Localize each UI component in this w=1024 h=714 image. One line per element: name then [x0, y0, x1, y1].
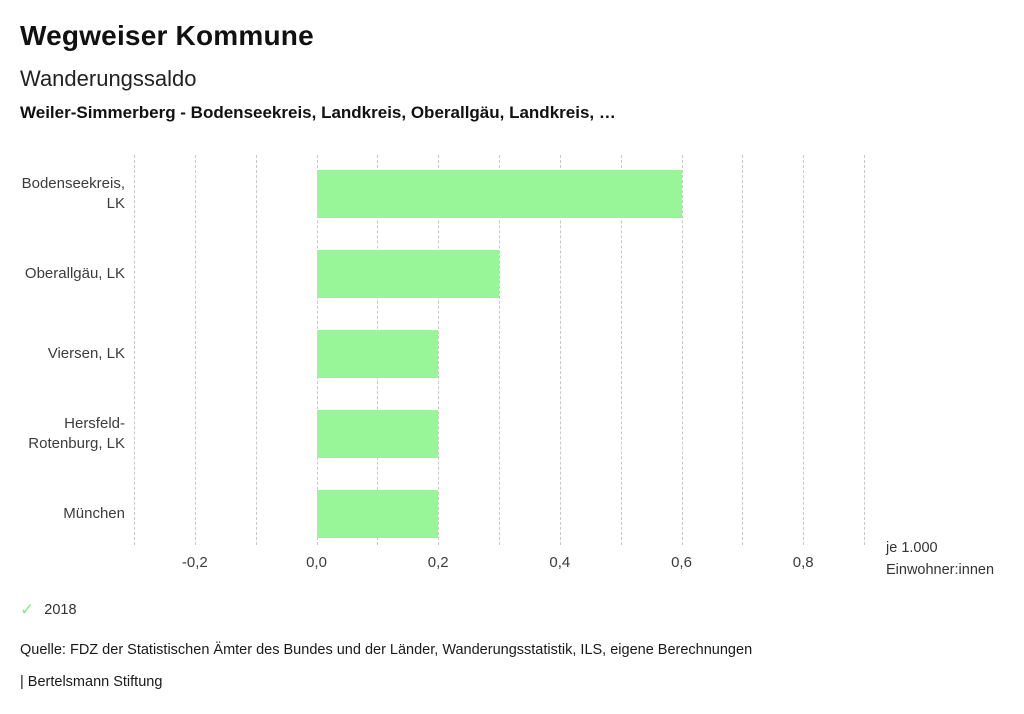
- x-axis-unit-label: je 1.000 Einwohner:innen: [886, 538, 994, 581]
- category-label-line: LK: [106, 195, 125, 212]
- chart-title: Wanderungssaldo: [20, 66, 197, 91]
- category-label: München: [0, 490, 125, 538]
- gridline: [255, 155, 257, 545]
- x-axis-unit-line-1: je 1.000: [886, 540, 938, 556]
- gridline: [499, 155, 500, 545]
- gridline: [438, 155, 440, 545]
- source-note: Quelle: FDZ der Statistischen Ämter des …: [20, 642, 753, 658]
- category-label: Hersfeld- Rotenburg, LK: [0, 410, 125, 458]
- gridline: [134, 155, 135, 545]
- bar-Bodenseekreis, LK[interactable]: [316, 170, 682, 218]
- x-tick-label: 0,0: [306, 554, 327, 571]
- x-tick-label: -0,2: [181, 554, 208, 571]
- category-label-line: München: [63, 505, 125, 522]
- x-tick-label: 0,8: [792, 554, 814, 571]
- bar-chart: Bodenseekreis, LK Oberallgäu, LK Viersen, L…: [0, 155, 1024, 571]
- category-label-line: Hersfeld-: [64, 415, 125, 432]
- gridline: [559, 155, 561, 545]
- category-label-line: Rotenburg, LK: [28, 435, 125, 452]
- attribution: | Bertelsmann Stiftung: [20, 674, 163, 690]
- category-label: Bodenseekreis, LK: [0, 170, 125, 218]
- gridline: [864, 155, 865, 545]
- check-icon: ✓: [20, 600, 35, 619]
- category-label-line: Oberallgäu, LK: [24, 265, 125, 282]
- chart-subtitle: Weiler-Simmerberg - Bodenseekreis, Landk…: [20, 103, 616, 122]
- bar-Hersfeld-Rotenburg, LK[interactable]: [316, 410, 439, 458]
- gridline: [681, 155, 683, 545]
- legend-year-toggle[interactable]: ✓ 2018: [20, 601, 77, 618]
- gridline: [742, 155, 744, 545]
- bar-Viersen, LK[interactable]: [316, 330, 439, 378]
- gridline: [803, 155, 805, 545]
- category-label-line: Bodenseekreis,: [21, 175, 125, 192]
- category-label: Oberallgäu, LK: [0, 250, 125, 298]
- x-tick-label: 0,6: [671, 554, 692, 571]
- gridline: [620, 155, 622, 545]
- legend-year-label: 2018: [44, 601, 77, 618]
- gridline: [194, 155, 196, 545]
- x-axis-unit-line-2: Einwohner:innen: [886, 561, 995, 578]
- x-tick-label: 0,4: [549, 554, 571, 571]
- x-tick-label: 0,2: [427, 554, 449, 571]
- bar-Oberallgäu, LK[interactable]: [316, 250, 499, 298]
- category-label-line: Viersen, LK: [47, 345, 125, 362]
- page-title: Wegweiser Kommune: [20, 20, 314, 51]
- category-label: Viersen, LK: [0, 330, 125, 378]
- bar-München[interactable]: [316, 490, 439, 538]
